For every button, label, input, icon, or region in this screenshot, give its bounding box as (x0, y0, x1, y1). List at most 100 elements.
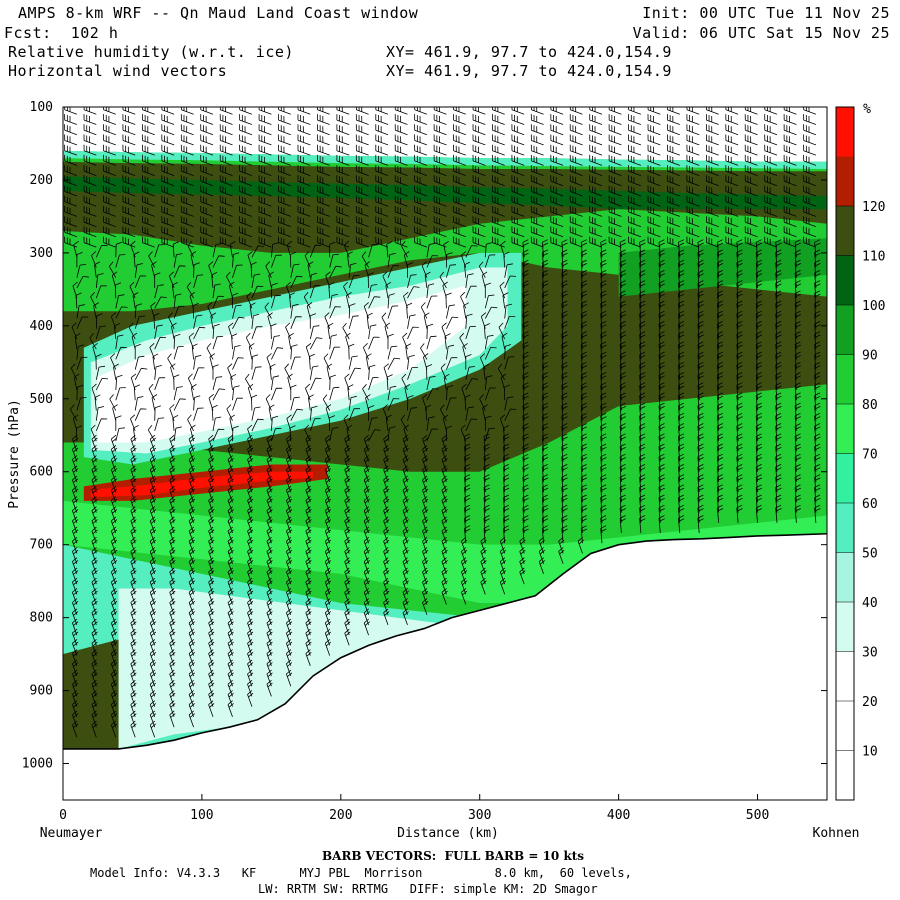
wind-barb (290, 344, 298, 360)
wind-barb (764, 236, 778, 248)
wind-barb (755, 412, 763, 431)
colorbar-swatch (836, 701, 854, 751)
wind-barb (647, 216, 661, 227)
y-tick-label: 400 (30, 319, 53, 334)
wind-barb (95, 418, 108, 432)
wind-barb (678, 361, 685, 380)
wind-barb (814, 239, 821, 258)
colorbar-swatch (836, 503, 854, 553)
wind-barb (600, 443, 607, 462)
wind-barb (783, 144, 797, 156)
wind-barb (362, 343, 369, 360)
wind-barb (550, 185, 564, 197)
wind-barb (64, 144, 78, 156)
wind-barb (589, 107, 603, 115)
wind-barb (76, 344, 85, 360)
wind-barb (142, 185, 155, 197)
wind-barb (619, 433, 626, 452)
wind-barb (484, 347, 497, 360)
wind-barb (231, 333, 238, 350)
wind-barb (91, 720, 98, 738)
wind-barb (697, 290, 704, 309)
wind-barb (678, 321, 685, 340)
rh-band-boundary-layer-dry (118, 588, 452, 749)
wind-barb (725, 154, 739, 166)
wind-barb (271, 387, 283, 401)
wind-barb (188, 332, 194, 350)
wind-barb (363, 302, 369, 319)
wind-barb (678, 351, 685, 370)
wind-barb (336, 124, 350, 136)
wind-barb (569, 205, 583, 217)
wind-barb (755, 331, 763, 350)
wind-barb (401, 241, 408, 258)
wind-barb (414, 144, 428, 156)
wind-barb (569, 195, 583, 207)
wind-barb (336, 107, 350, 115)
wind-barb (619, 259, 626, 278)
wind-barb (472, 165, 486, 176)
wind-barb (161, 114, 175, 125)
wind-barb (367, 272, 374, 288)
wind-barb (541, 484, 549, 503)
wind-barb (814, 341, 821, 360)
wind-barb (329, 306, 342, 319)
wind-barb (755, 249, 763, 268)
wind-barb (290, 275, 303, 289)
wind-barb (639, 443, 646, 462)
wind-barb (775, 443, 782, 462)
wind-barb (266, 353, 272, 370)
wind-barb (755, 341, 763, 360)
wind-barb (775, 239, 782, 258)
wind-barb (580, 361, 588, 380)
wind-barb (484, 306, 498, 319)
wind-barb (433, 236, 447, 248)
wind-barb (278, 226, 291, 238)
wind-barb (522, 341, 529, 360)
wind-barb (433, 124, 447, 136)
wind-barb (433, 216, 447, 227)
wind-barb (550, 226, 564, 238)
wind-barb (465, 285, 477, 299)
wind-barb (154, 244, 165, 258)
wind-barb (755, 321, 763, 340)
wind-barb (348, 408, 361, 421)
wind-barb (783, 134, 797, 146)
wind-barb (803, 154, 817, 166)
wind-barb (522, 321, 529, 340)
terrain-line (63, 532, 827, 750)
header-init: Init: 00 UTC Tue 11 Nov 25 (642, 4, 890, 22)
wind-barb (511, 114, 525, 125)
wind-barb (426, 416, 435, 431)
wind-barb (716, 361, 724, 380)
wind-barb (550, 134, 564, 146)
wind-barb (336, 114, 350, 125)
wind-barb (151, 394, 158, 411)
wind-barb (628, 124, 642, 136)
wind-barb (258, 195, 272, 207)
wind-barb (647, 144, 661, 156)
wind-barb (541, 239, 549, 258)
wind-barb (251, 326, 263, 340)
wind-barb (193, 367, 205, 380)
wind-barb (569, 175, 583, 187)
wind-barb (206, 343, 214, 360)
wind-barb (402, 608, 409, 626)
wind-barb (355, 154, 369, 166)
wind-barb (134, 303, 143, 319)
wind-barb (492, 144, 505, 156)
header-variable-1: Relative humidity (w.r.t. ice) (8, 43, 294, 61)
wind-barb (326, 363, 333, 380)
wind-barb (600, 321, 607, 340)
wind-barb (422, 598, 429, 615)
wind-barb (232, 357, 244, 370)
wind-barb (764, 165, 778, 176)
wind-barb (569, 165, 583, 176)
wind-barb (212, 295, 224, 309)
wind-barb (522, 382, 529, 401)
wind-barb (83, 205, 97, 217)
wind-barb (232, 397, 243, 411)
wind-barb (755, 280, 763, 299)
wind-barb (561, 331, 568, 350)
wind-barb (83, 144, 97, 156)
